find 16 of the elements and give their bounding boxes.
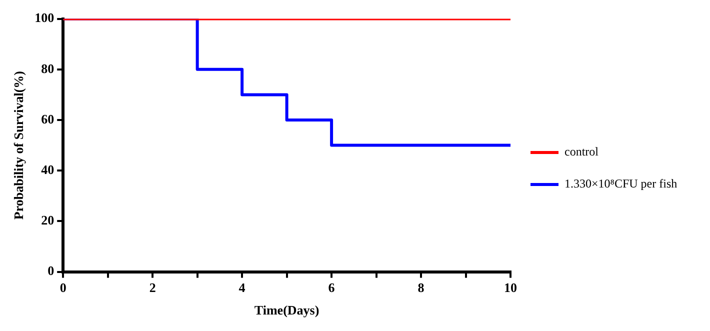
y-tick-label: 40 [41,162,54,177]
x-axis-title: Time(Days) [254,302,320,318]
x-tick-label: 10 [504,280,517,295]
y-tick-label: 80 [41,60,54,76]
legend-label: control [564,144,600,159]
y-tick-label: 100 [34,10,54,26]
x-tick-label: 0 [60,280,66,295]
x-tick-label: 4 [238,280,246,295]
y-axis-title: Probability of Survival(%) [11,71,26,220]
x-tick-label: 8 [418,280,425,295]
y-tick-label: 60 [41,111,54,126]
y-tick-label: 20 [41,212,54,228]
x-tick-label: 2 [149,280,156,295]
x-tick-label: 6 [328,280,336,295]
legend-label: 1.330×10⁸CFU per fish [564,176,678,191]
y-tick-label: 0 [48,263,54,278]
